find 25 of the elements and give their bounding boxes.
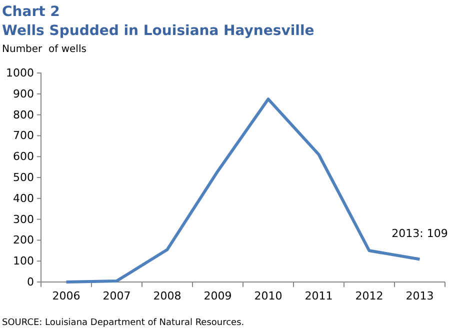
source-note: SOURCE: Louisiana Department of Natural Resources. bbox=[2, 318, 244, 328]
y-tick-label: 100 bbox=[13, 254, 34, 268]
y-tick-label: 600 bbox=[13, 150, 34, 164]
x-tick-label: 2008 bbox=[153, 289, 182, 302]
x-tick-label: 2007 bbox=[102, 289, 131, 302]
x-tick-label: 2006 bbox=[52, 289, 80, 302]
y-tick-label: 1000 bbox=[6, 66, 34, 80]
y-tick-label: 800 bbox=[13, 108, 34, 122]
y-tick-label: 700 bbox=[13, 129, 34, 142]
line-series bbox=[64, 98, 422, 284]
y-tick-label: 900 bbox=[13, 87, 34, 100]
x-tick-label: 2012 bbox=[355, 289, 384, 302]
annotation: 2013: 109 bbox=[392, 227, 448, 240]
y-tick-label: 300 bbox=[13, 212, 34, 226]
y-tick-label: 0 bbox=[27, 276, 34, 289]
y-axis-title: Number of wells bbox=[2, 44, 86, 55]
x-tick-label: 2009 bbox=[204, 289, 232, 302]
y-tick-label: 200 bbox=[13, 234, 34, 247]
x-tick-label: 2013 bbox=[406, 289, 434, 302]
chart-title: Chart 2 bbox=[2, 4, 60, 20]
y-tick-label: 500 bbox=[13, 171, 34, 184]
x-tick-label: 2011 bbox=[304, 289, 333, 302]
y-tick-label: 400 bbox=[13, 192, 34, 205]
x-tick-label: 2010 bbox=[254, 289, 282, 302]
chart-subtitle: Wells Spudded in Louisiana Haynesville bbox=[2, 23, 314, 39]
